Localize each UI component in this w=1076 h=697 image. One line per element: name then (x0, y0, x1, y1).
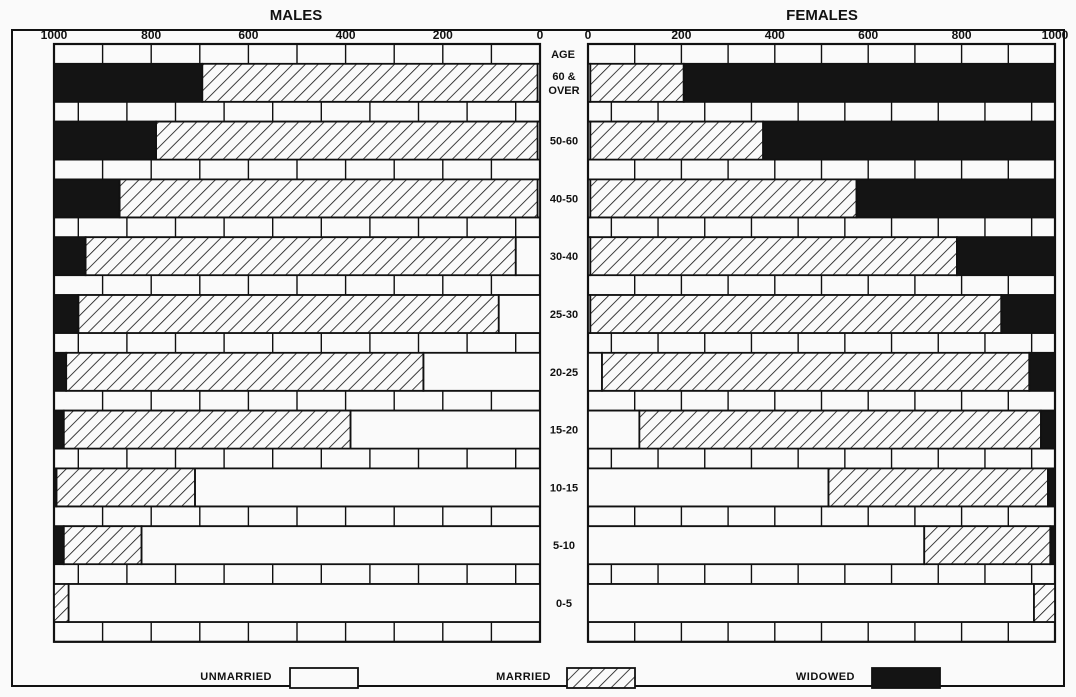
females-tick-label: 1000 (1042, 28, 1069, 42)
females-unmarried-bar-5 (587, 351, 603, 392)
males-widowed-bar-5 (53, 351, 68, 392)
legend: UNMARRIED MARRIED WIDOWED (200, 667, 941, 689)
females-married-bar-8 (923, 525, 1052, 566)
males-tick-label: 400 (336, 28, 356, 42)
females-tick-label: 200 (671, 28, 691, 42)
females-married-bar-9 (1033, 583, 1056, 623)
females-married-bar-2 (589, 178, 858, 219)
females-title: FEMALES (786, 7, 858, 24)
males-widowed-bar-8 (53, 525, 65, 566)
males-tick-label: 0 (537, 28, 544, 42)
females-tick-label: 800 (952, 28, 972, 42)
males-tick-label: 800 (141, 28, 161, 42)
males-married-bar-9 (53, 583, 70, 623)
males-unmarried-bar-8 (140, 525, 541, 566)
females-married-bar-3 (589, 236, 958, 277)
males-widowed-bar-0 (53, 62, 204, 103)
legend-swatch-unmarried (289, 667, 359, 689)
legend-label-widowed: WIDOWED (796, 671, 855, 683)
females-widowed-bar-3 (956, 236, 1056, 277)
females-widowed-bar-0 (682, 62, 1056, 103)
males-married-bar-8 (62, 525, 143, 566)
females-unmarried-bar-8 (587, 525, 926, 566)
females-widowed-bar-4 (1000, 294, 1056, 334)
age-category-label: OVER (548, 85, 579, 97)
females-unmarried-bar-6 (587, 409, 641, 450)
males-unmarried-bar-5 (422, 351, 541, 392)
females-married-bar-7 (827, 467, 1049, 508)
legend-swatch-married (566, 667, 636, 689)
males-unmarried-bar-3 (514, 236, 541, 277)
males-widowed-bar-1 (53, 120, 157, 161)
males-tick-label: 600 (238, 28, 258, 42)
age-category-label: 50-60 (550, 136, 578, 148)
males-unmarried-bar-6 (349, 409, 541, 450)
males-married-bar-4 (77, 294, 500, 334)
males-unmarried-bar-9 (67, 583, 541, 623)
females-widowed-bar-5 (1028, 351, 1056, 392)
outer-frame (11, 29, 1065, 687)
males-married-bar-7 (55, 467, 196, 508)
age-header: AGE (551, 49, 575, 61)
age-category-label: 20-25 (550, 367, 578, 379)
males-married-bar-6 (62, 409, 352, 450)
legend-label-married: MARRIED (496, 671, 551, 683)
females-unmarried-bar-7 (587, 467, 830, 508)
females-widowed-bar-7 (1047, 467, 1056, 508)
age-category-label: 30-40 (550, 251, 578, 263)
age-category-label: 40-50 (550, 193, 578, 205)
females-tick-label: 600 (858, 28, 878, 42)
age-category-label: 10-15 (550, 482, 578, 494)
females-widowed-bar-1 (762, 120, 1056, 161)
age-category-label: 25-30 (550, 309, 578, 321)
bars (53, 62, 1056, 623)
males-tick-label: 200 (433, 28, 453, 42)
females-married-bar-5 (601, 351, 1031, 392)
females-widowed-bar-8 (1049, 525, 1056, 566)
males-widowed-bar-3 (53, 236, 87, 277)
age-category-label: 15-20 (550, 425, 578, 437)
males-tick-label: 1000 (41, 28, 68, 42)
males-title: MALES (270, 7, 323, 24)
males-unmarried-bar-7 (194, 467, 541, 508)
males-married-bar-0 (201, 62, 539, 103)
females-married-bar-1 (589, 120, 765, 161)
age-category-label: 0-5 (556, 598, 572, 610)
males-married-bar-3 (84, 236, 517, 277)
females-widowed-bar-6 (1040, 409, 1056, 450)
males-unmarried-bar-4 (497, 294, 541, 334)
females-married-bar-4 (589, 294, 1003, 334)
females-married-bar-6 (638, 409, 1042, 450)
labels: MALES FEMALES AGE (270, 7, 858, 61)
males-widowed-bar-6 (53, 409, 65, 450)
males-widowed-bar-2 (53, 178, 121, 219)
males-married-bar-2 (118, 178, 539, 219)
females-unmarried-bar-9 (587, 583, 1035, 623)
females-widowed-bar-2 (855, 178, 1056, 219)
females-tick-label: 0 (585, 28, 592, 42)
males-married-bar-5 (65, 351, 425, 392)
tick-labels: 1000 800 600 400 200 0 0 200 400 600 800 1000 (41, 28, 1069, 42)
females-married-bar-0 (589, 62, 685, 103)
age-labels: 60 & OVER 50-60 40-50 30-40 25-30 20-25 15-20 10… (548, 71, 579, 610)
age-category-label: 60 & (552, 71, 575, 83)
males-widowed-bar-4 (53, 294, 80, 334)
legend-swatch-widowed (871, 667, 941, 689)
males-married-bar-1 (155, 120, 539, 161)
males-widowed-bar-7 (53, 467, 58, 508)
age-category-label: 5-10 (553, 540, 575, 552)
females-tick-label: 400 (765, 28, 785, 42)
legend-label-unmarried: UNMARRIED (200, 671, 272, 683)
